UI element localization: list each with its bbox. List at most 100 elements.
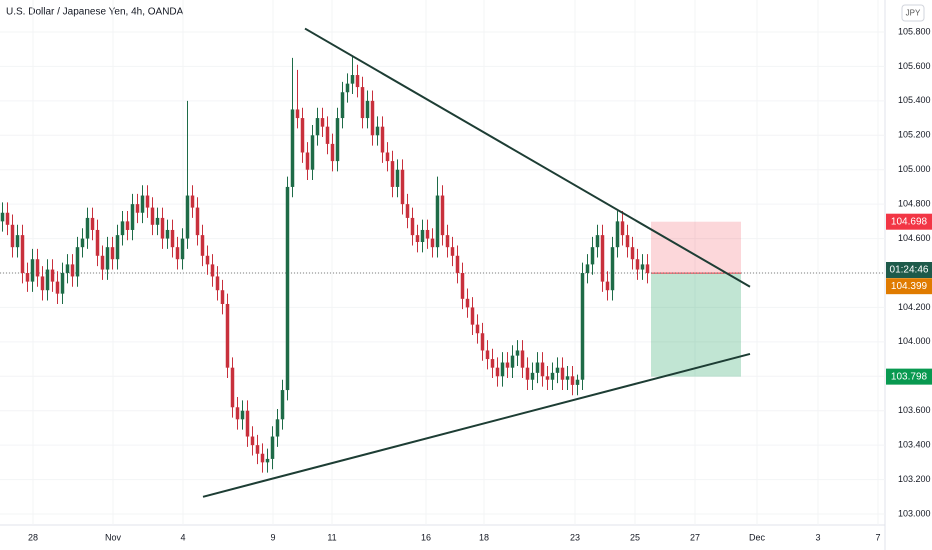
candle-body	[300, 118, 305, 153]
candle-body	[205, 255, 210, 265]
candle-body	[465, 298, 470, 308]
candle-body	[155, 217, 160, 225]
trendline	[304, 27, 751, 288]
entry-tag	[886, 278, 932, 295]
candle-body	[420, 229, 425, 243]
candle-body	[450, 247, 455, 256]
candle-body	[565, 376, 570, 380]
y-tick-label: 105.400	[898, 95, 931, 105]
stop-zone	[651, 221, 741, 274]
candle-body	[100, 255, 105, 270]
y-tick-label: 104.800	[898, 199, 931, 209]
currency-button[interactable]	[901, 4, 925, 22]
y-tick-label: 104.200	[898, 302, 931, 312]
candle-body	[305, 152, 310, 170]
candle-body	[275, 419, 280, 437]
candle-body	[225, 303, 230, 368]
candle-body	[20, 235, 25, 273]
candle-body	[160, 217, 165, 239]
candle-body	[150, 207, 155, 225]
candle-body	[460, 273, 465, 299]
candle-body	[375, 126, 380, 136]
candle-body	[640, 264, 645, 270]
candle-body	[360, 87, 365, 119]
candle-body	[510, 355, 515, 368]
y-tick-label: 103.600	[898, 405, 931, 415]
candle-body	[630, 247, 635, 260]
y-tick-label: 104.600	[898, 233, 931, 243]
candle-body	[200, 235, 205, 256]
candle-body	[430, 238, 435, 248]
y-tick-label: 104.000	[898, 336, 931, 346]
candle-body	[595, 235, 600, 248]
candle-body	[370, 100, 375, 136]
candle-body	[145, 195, 150, 208]
y-tick-label: 105.600	[898, 61, 931, 71]
candle-body	[535, 362, 540, 373]
candle-body	[405, 204, 410, 218]
candle-body	[135, 204, 140, 213]
candle-body	[80, 238, 85, 248]
candle-body	[425, 229, 430, 239]
candle-body	[505, 362, 510, 368]
x-tick-label: 3	[815, 532, 820, 542]
candle-body	[470, 307, 475, 325]
candle-body	[190, 195, 195, 208]
currency-label[interactable]: JPY	[906, 9, 921, 18]
candle-body	[550, 372, 555, 380]
candle-body	[65, 264, 70, 273]
candle-body	[615, 221, 620, 248]
x-tick-label: 25	[630, 532, 640, 542]
candle-body	[485, 350, 490, 360]
candle-body	[125, 221, 130, 230]
candle-body	[140, 195, 145, 213]
candle-body	[500, 362, 505, 377]
candle-body	[260, 453, 265, 463]
candle-body	[545, 376, 550, 380]
candle-body	[45, 269, 50, 291]
x-tick-label: 18	[479, 532, 489, 542]
candle-body	[605, 281, 610, 291]
candle-body	[560, 367, 565, 380]
candle-body	[50, 269, 55, 282]
candle-body	[475, 324, 480, 334]
candle-body	[440, 195, 445, 236]
chart-title: U.S. Dollar / Japanese Yen, 4h, OANDA	[6, 7, 184, 18]
target-label: 103.798	[891, 371, 928, 382]
candle-body	[380, 126, 385, 153]
candle-body	[625, 235, 630, 248]
candle-body	[110, 247, 115, 260]
candle-body	[325, 126, 330, 144]
y-tick-label: 105.200	[898, 130, 931, 140]
candle-body	[95, 229, 100, 256]
candle-body	[10, 224, 15, 248]
candle-body	[75, 247, 80, 277]
stop-tag	[886, 213, 932, 230]
candle-body	[85, 217, 90, 239]
candle-body	[5, 212, 10, 225]
candle-body	[175, 247, 180, 260]
candle-body	[515, 350, 520, 356]
candle-body	[255, 445, 260, 454]
candle-body	[580, 273, 585, 380]
candle-body	[385, 152, 390, 162]
x-tick-label: 11	[327, 532, 336, 542]
candle-body	[575, 379, 580, 385]
candle-body	[445, 235, 450, 248]
x-tick-label: 9	[270, 532, 275, 542]
candle-body	[585, 264, 590, 273]
candle-body	[280, 390, 285, 420]
candle-body	[355, 75, 360, 88]
candle-body	[15, 235, 20, 248]
candle-body	[70, 264, 75, 277]
x-tick-label: Dec	[749, 532, 766, 542]
candle-body	[170, 229, 175, 248]
x-tick-label: 23	[570, 532, 580, 542]
candle-body	[90, 217, 95, 230]
candle-body	[335, 118, 340, 162]
candle-body	[635, 259, 640, 270]
candle-body	[40, 276, 45, 291]
candle-body	[250, 436, 255, 446]
